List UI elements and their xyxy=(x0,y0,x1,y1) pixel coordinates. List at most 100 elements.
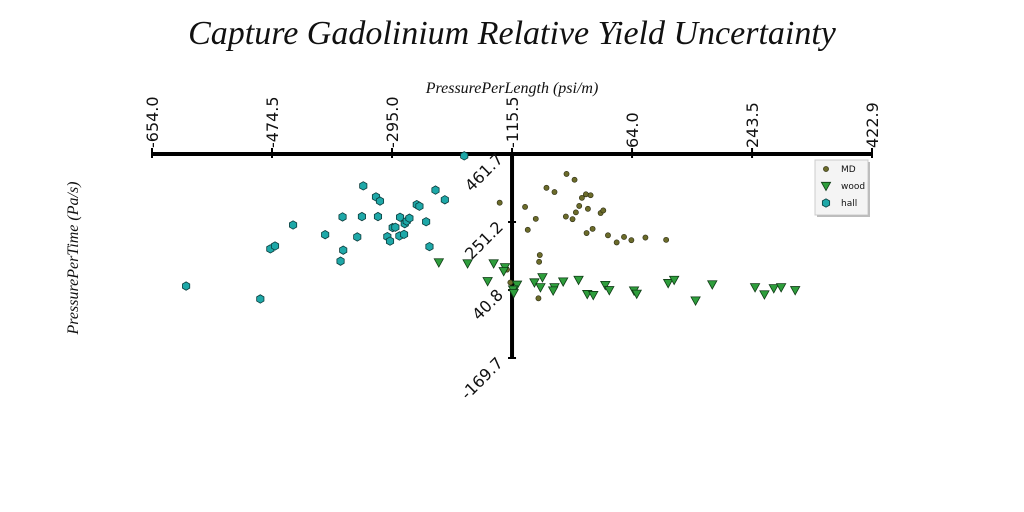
chart-title: Capture Gadolinium Relative Yield Uncert… xyxy=(188,15,837,52)
data-point-MD xyxy=(551,189,558,195)
data-point-MD xyxy=(613,239,620,246)
series-MD xyxy=(496,171,670,302)
data-point-hall xyxy=(415,201,424,211)
x-tick-label: -115.5 xyxy=(503,96,522,148)
x-tick-label: 422.9 xyxy=(863,102,882,148)
data-point-hall xyxy=(422,217,431,227)
data-point-wood xyxy=(604,286,615,296)
data-point-hall xyxy=(385,236,395,246)
data-point-wood xyxy=(789,286,801,296)
data-points xyxy=(182,151,801,307)
data-point-hall xyxy=(359,181,368,191)
data-point-wood xyxy=(775,283,787,293)
data-point-wood xyxy=(529,278,540,288)
y-tick-label: 40.8 xyxy=(468,285,507,324)
legend-label: MD xyxy=(841,165,856,175)
data-point-MD xyxy=(543,184,550,191)
data-point-hall xyxy=(375,196,385,206)
data-point-MD xyxy=(535,295,542,302)
data-point-hall xyxy=(425,241,434,252)
x-tick-label: 243.5 xyxy=(743,102,762,148)
data-point-hall xyxy=(431,185,440,195)
x-axis-label: PressurePerLength (psi/m) xyxy=(425,80,599,97)
data-point-MD xyxy=(536,258,543,265)
data-point-MD xyxy=(563,171,570,177)
data-point-MD xyxy=(532,215,539,222)
data-point-hall xyxy=(373,211,383,222)
data-point-wood xyxy=(662,279,674,289)
data-point-hall xyxy=(391,222,400,232)
legend-label: wood xyxy=(841,182,865,192)
data-point-hall xyxy=(256,294,265,304)
data-point-MD xyxy=(600,207,607,214)
data-point-hall xyxy=(182,281,191,291)
data-point-wood xyxy=(488,259,499,269)
legend: MD wood hall xyxy=(814,159,870,217)
data-point-hall xyxy=(396,212,405,222)
data-point-wood xyxy=(462,259,473,269)
data-point-MD xyxy=(628,237,635,244)
data-point-hall xyxy=(460,151,469,161)
data-point-hall xyxy=(338,212,347,222)
legend-label: hall xyxy=(841,199,857,209)
data-point-MD xyxy=(522,203,528,210)
data-point-MD xyxy=(496,199,503,206)
data-point-MD xyxy=(562,213,569,220)
y-axis-label: PressurePerTime (Pa/s) xyxy=(65,181,82,335)
data-point-wood xyxy=(537,273,548,283)
data-point-MD xyxy=(571,176,578,183)
data-point-hall xyxy=(321,230,330,240)
data-point-wood xyxy=(508,289,519,299)
data-point-wood xyxy=(631,289,643,300)
data-point-MD xyxy=(572,209,579,216)
data-point-hall xyxy=(339,245,348,255)
legend-item-wood: wood xyxy=(820,181,865,192)
data-point-hall xyxy=(357,211,366,222)
x-tick-label: -295.0 xyxy=(383,96,402,148)
data-point-wood xyxy=(573,275,584,286)
data-point-hall xyxy=(400,229,409,240)
y-tick-label: -169.7 xyxy=(457,353,507,403)
data-point-wood xyxy=(706,280,718,290)
data-point-MD xyxy=(585,205,591,212)
series-wood xyxy=(433,258,801,307)
data-point-MD xyxy=(536,252,543,258)
legend-marker-wood xyxy=(820,181,832,192)
data-point-wood xyxy=(511,280,523,291)
data-point-MD xyxy=(579,194,585,201)
legend-item-MD: MD xyxy=(823,165,856,175)
data-point-MD xyxy=(507,279,514,286)
legend-shadow xyxy=(868,162,870,217)
data-point-hall xyxy=(405,213,414,223)
y-tick-label: 251.2 xyxy=(461,217,507,263)
data-point-wood xyxy=(535,283,546,293)
data-point-MD xyxy=(642,234,649,241)
x-tick-label: -474.5 xyxy=(263,96,282,148)
data-point-wood xyxy=(498,267,509,277)
data-point-MD xyxy=(569,216,576,223)
data-point-wood xyxy=(759,290,770,300)
data-point-hall xyxy=(270,241,280,251)
data-point-wood xyxy=(547,286,559,296)
data-point-wood xyxy=(749,283,761,293)
data-point-MD xyxy=(605,232,611,239)
data-point-wood xyxy=(482,277,493,287)
legend-shadow-bottom xyxy=(817,215,870,217)
data-point-wood xyxy=(600,280,611,291)
legend-item-hall: hall xyxy=(821,198,857,209)
data-point-wood xyxy=(433,258,445,268)
data-point-MD xyxy=(576,203,583,209)
data-point-MD xyxy=(583,230,590,236)
legend-marker-hall xyxy=(821,198,831,208)
data-point-MD xyxy=(583,191,589,198)
data-point-MD xyxy=(663,236,670,243)
data-point-hall xyxy=(440,195,449,205)
x-tick-label: -654.0 xyxy=(143,96,162,148)
data-point-MD xyxy=(621,234,627,240)
data-point-hall xyxy=(289,220,298,230)
x-tick-label: 64.0 xyxy=(623,112,642,148)
data-point-MD xyxy=(589,225,596,232)
data-point-wood xyxy=(690,296,701,307)
